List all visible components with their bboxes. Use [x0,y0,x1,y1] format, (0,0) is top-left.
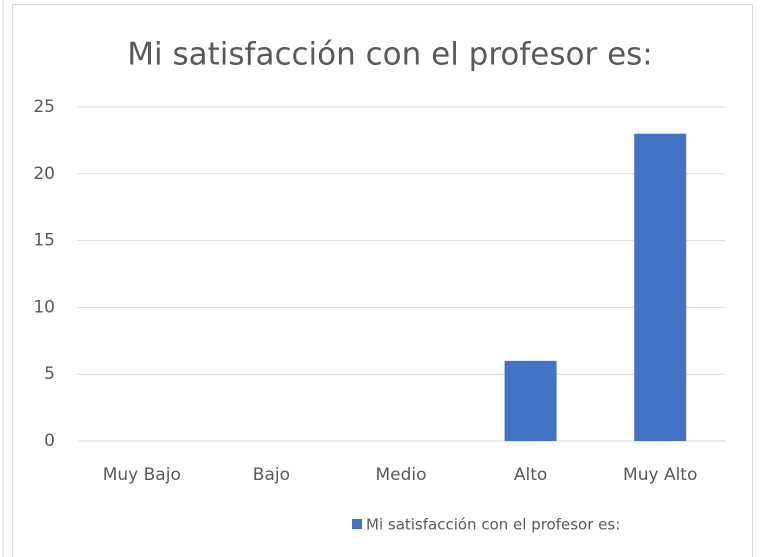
chart-frame [12,4,753,557]
legend-label: Mi satisfacción con el profesor es: [366,516,620,534]
bar [634,133,687,441]
y-tick-label: 15 [33,231,55,251]
x-tick-label: Alto [514,465,547,485]
y-tick-label: 0 [44,431,55,451]
y-tick-label: 20 [33,164,55,184]
x-tick-label: Muy Alto [623,465,697,485]
legend-swatch [352,519,362,529]
bar [504,360,557,441]
y-tick-label: 5 [44,364,55,384]
x-tick-label: Muy Bajo [103,465,181,485]
x-tick-label: Medio [375,465,426,485]
x-tick-label: Bajo [253,465,290,485]
y-tick-label: 10 [33,297,55,317]
y-tick-label: 25 [33,97,55,117]
chart-title: Mi satisfacción con el profesor es: [127,37,653,73]
